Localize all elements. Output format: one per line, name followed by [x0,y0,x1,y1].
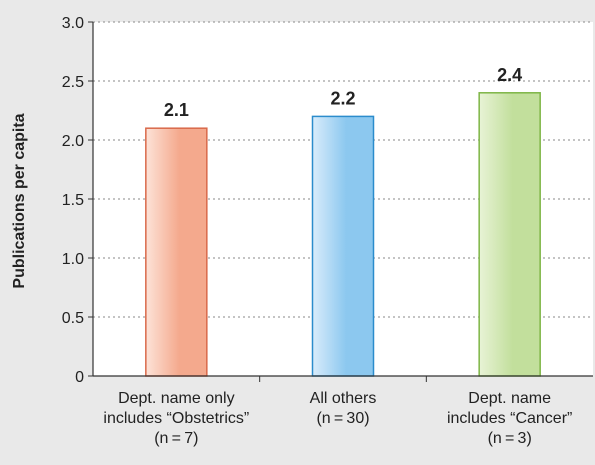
bar [311,115,375,377]
y-axis-title: Publications per capita [11,113,28,288]
y-tick-label: 2.5 [62,74,84,91]
y-tick-label: 1.0 [62,251,84,268]
y-tick-label: 1.5 [62,192,84,209]
data-label: 2.2 [330,88,355,108]
y-tick-label: 0.5 [62,310,84,327]
axes [88,21,593,382]
bar [478,92,541,377]
data-label: 2.1 [164,100,189,120]
y-tick-label: 3.0 [62,15,84,32]
y-tick-label: 0 [75,369,84,386]
x-tick-label: Dept. name only includes “Obstetrics” (n =… [103,390,249,447]
bar [145,127,208,377]
labels: 0 0.5 1.0 1.5 2.0 2.5 3.0 Publications per capi… [11,15,572,447]
y-tick-label: 2.0 [62,133,84,150]
x-tick-label: All others (n = 30) [310,390,377,427]
bars [145,92,541,377]
data-label: 2.4 [497,65,522,85]
x-tick-label: Dept. name includes “Cancer” (n = 3) [447,390,572,447]
